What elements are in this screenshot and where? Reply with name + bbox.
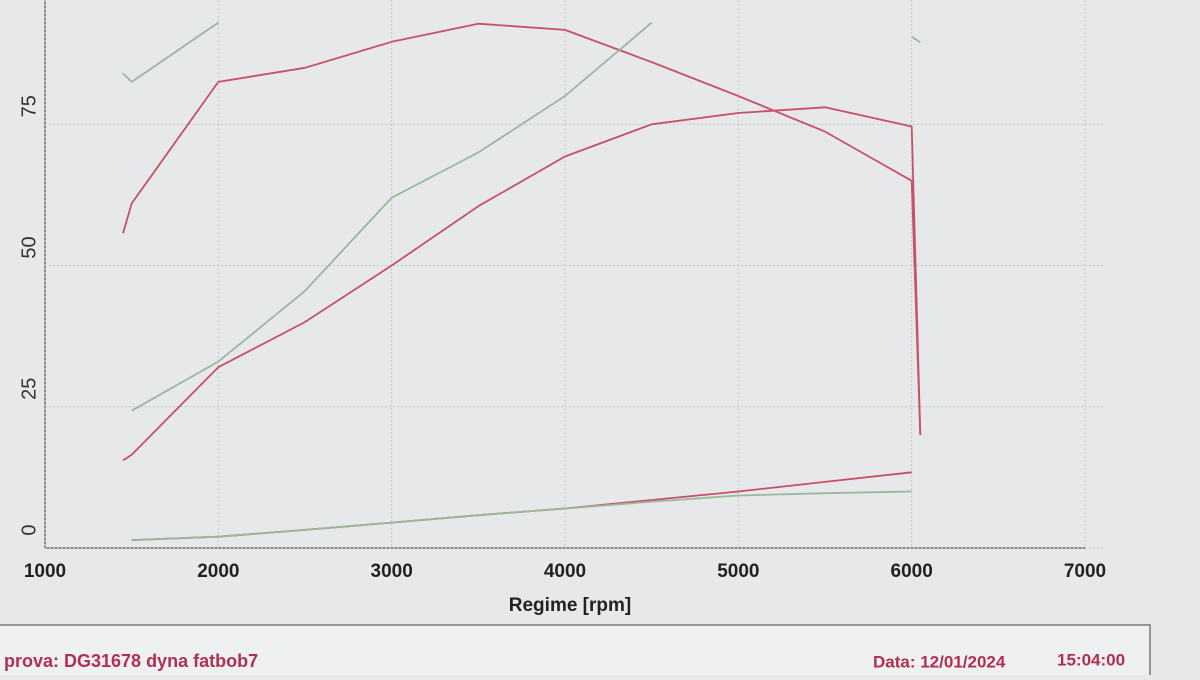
y-tick-label: 25: [18, 378, 40, 400]
y-tick-label: 0: [18, 524, 40, 535]
x-tick-label: 1000: [24, 561, 66, 582]
x-tick-label: 7000: [1064, 561, 1106, 582]
line: [122, 106, 922, 462]
x-tick-label: 2000: [197, 561, 239, 582]
footer-time: 15:04:00: [1057, 650, 1125, 669]
x-tick-label: 4000: [544, 561, 586, 582]
y-tick-label: 50: [18, 236, 40, 258]
footer-box: [0, 624, 1151, 680]
line: [122, 21, 921, 83]
footer-test: prova: DG31678 dyna fatbob7: [4, 651, 258, 671]
x-tick-label: 6000: [891, 561, 933, 582]
x-tick-label: 5000: [717, 561, 759, 582]
x-tick-label: 3000: [371, 561, 413, 582]
y-tick-label: 75: [18, 95, 40, 117]
line: [122, 22, 922, 436]
line: [131, 490, 912, 541]
footer-date: Data: 12/01/2024: [873, 652, 1006, 671]
x-axis-label: Regime [rpm]: [509, 595, 631, 616]
line: [131, 21, 653, 412]
